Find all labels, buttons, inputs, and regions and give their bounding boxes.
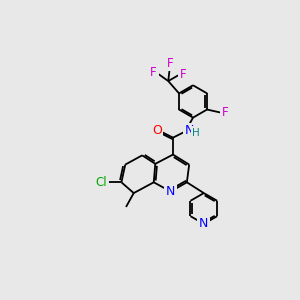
Text: N: N [166, 185, 175, 198]
Text: F: F [180, 68, 186, 81]
Text: H: H [192, 128, 200, 138]
Text: N: N [199, 218, 208, 230]
Text: O: O [152, 124, 162, 137]
Text: F: F [167, 57, 173, 70]
Text: F: F [221, 106, 228, 119]
Text: F: F [150, 66, 157, 79]
Text: Cl: Cl [96, 176, 107, 189]
Text: N: N [184, 124, 194, 137]
